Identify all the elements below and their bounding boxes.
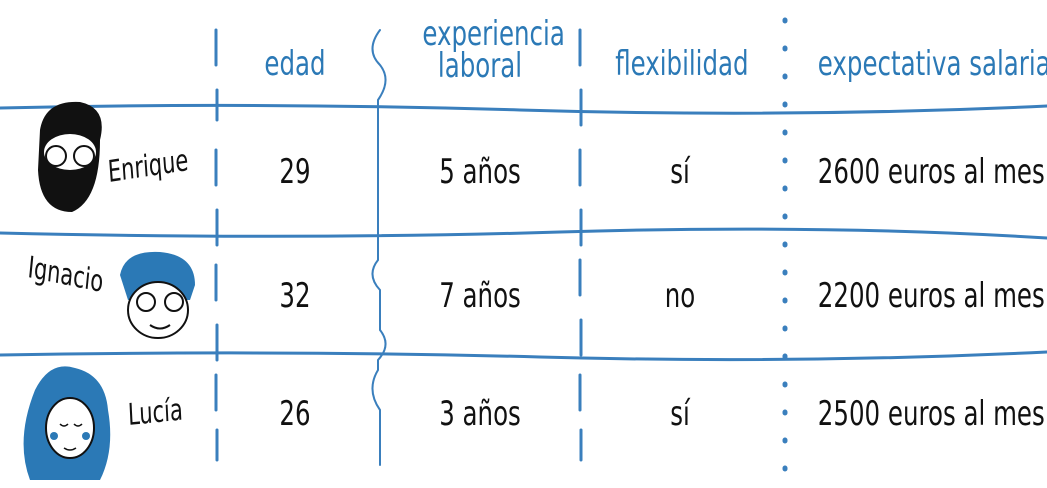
table-cell: 2500 euros al mes [817,394,1045,434]
table-cell: sí [670,152,690,192]
header-cell: edad [264,44,326,84]
table-cell: 2200 euros al mes [817,276,1045,316]
table-cell: no [664,276,696,316]
avatar-lucia [23,366,111,480]
row-line [0,103,1047,115]
table-cell: 2600 euros al mes [817,152,1045,192]
row-line [0,350,1047,362]
avatar-enrique [38,101,102,212]
header-cell: flexibilidad [615,44,749,84]
table-cell: 29 [279,152,311,192]
header-cell: experiencia laboral [422,14,565,86]
header-cell: expectativa salarial [817,44,1047,84]
row-name: Lucía [127,392,184,433]
table-cell: 3 años [439,394,521,434]
column-divider [214,28,219,462]
table-cell: 5 años [439,152,521,192]
column-divider [578,28,583,462]
table-cell: sí [670,394,690,434]
row-line [0,227,1047,240]
table-cell: 7 años [439,276,521,316]
table-cell: 26 [279,394,311,434]
column-divider [371,29,387,466]
avatar-ignacio [120,251,195,339]
table-cell: 32 [279,276,311,316]
